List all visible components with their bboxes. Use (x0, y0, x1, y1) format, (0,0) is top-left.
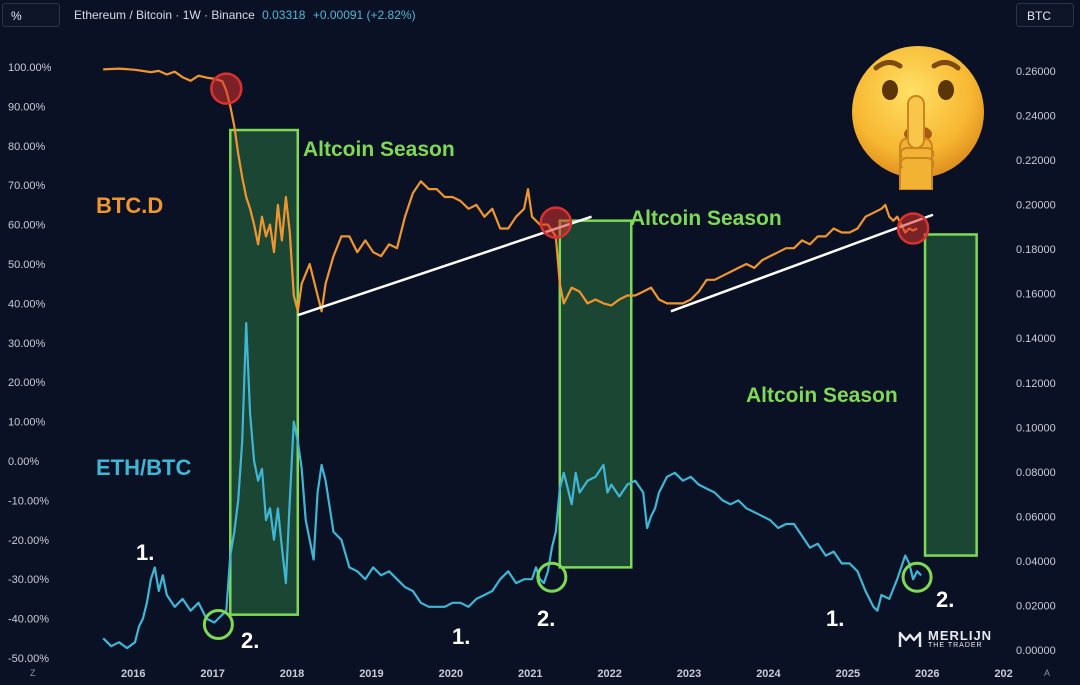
altcoin-season-label-2: Altcoin Season (630, 207, 782, 230)
x-axis-tick-label: 2016 (121, 668, 145, 680)
right-axis-tick-label: 0.18000 (1016, 244, 1056, 256)
right-axis-tick-label: 0.26000 (1016, 66, 1056, 78)
brand-logo: MERLIJN THE TRADER (898, 629, 992, 650)
left-axis-tick-label: 20.00% (8, 377, 46, 389)
marker-label-1: 1. (136, 540, 155, 565)
ethbtc-label: ETH/BTC (96, 455, 192, 480)
x-axis-tick-label: 2021 (518, 668, 542, 680)
left-axis-tick-label: 10.00% (8, 417, 46, 429)
ethbtc-line (102, 322, 922, 650)
right-axis-tick-label: 0.10000 (1016, 422, 1056, 434)
left-axis-tick-label: -30.00% (8, 574, 49, 586)
x-axis-tick-label: 2023 (677, 668, 701, 680)
right-axis-tick-label: 0.14000 (1016, 333, 1056, 345)
altcoin-season-box (923, 233, 978, 557)
right-axis-tick-label: 0.02000 (1016, 600, 1056, 612)
left-axis-tick-label: 30.00% (8, 338, 46, 350)
x-axis-tick-label: 2025 (836, 668, 860, 680)
altcoin-season-label-1: Altcoin Season (303, 138, 455, 161)
x-axis-tick-label: 2020 (439, 668, 463, 680)
auto-scale-left-button[interactable]: Z (30, 668, 36, 678)
marker-label-5: 1. (826, 606, 845, 631)
left-axis-tick-label: -10.00% (8, 495, 49, 507)
x-axis-tick-label: 202 (994, 668, 1012, 680)
btcd-label: BTC.D (96, 193, 164, 218)
right-axis-tick-label: 0.22000 (1016, 155, 1056, 167)
brand-name: MERLIJN (928, 628, 993, 643)
right-axis-tick-label: 0.08000 (1016, 467, 1056, 479)
right-axis-tick-label: 0.24000 (1016, 111, 1056, 123)
currency-button[interactable]: BTC (1016, 3, 1074, 27)
marker-label-2: 2. (241, 628, 260, 653)
symbol-title: Ethereum / Bitcoin · 1W · Binance (74, 8, 255, 22)
left-axis-tick-label: 60.00% (8, 220, 46, 232)
left-axis-tick-label: 50.00% (8, 259, 46, 271)
brand-tagline: THE TRADER (928, 642, 983, 649)
altcoin-season-box (558, 219, 633, 569)
left-axis-tick-label: 40.00% (8, 298, 46, 310)
x-axis-tick-label: 2024 (756, 668, 781, 680)
marker-label-4: 2. (537, 606, 556, 631)
auto-scale-right-button[interactable]: A (1044, 668, 1051, 678)
left-axis-tick-label: 70.00% (8, 180, 46, 192)
x-axis-tick-label: 2022 (597, 668, 621, 680)
x-axis-tick-label: 2017 (200, 668, 224, 680)
left-axis-tick-label: 100.00% (8, 62, 52, 74)
percent-scale-button[interactable]: % (2, 3, 60, 27)
brand-text: MERLIJN THE TRADER (928, 629, 992, 650)
red-marker-circle (896, 212, 930, 245)
price-change: +0.00091 (+2.82%) (312, 8, 416, 22)
marker-label-3: 1. (452, 624, 471, 649)
btcd-line (103, 67, 918, 313)
last-price: 0.03318 (262, 8, 306, 22)
marker-label-6: 2. (936, 587, 955, 612)
left-axis-tick-label: -40.00% (8, 614, 49, 626)
right-axis-tick-label: 0.16000 (1016, 289, 1056, 301)
x-axis-tick-label: 2019 (359, 668, 383, 680)
right-axis-tick-label: 0.04000 (1016, 556, 1056, 568)
left-axis-tick-label: -50.00% (8, 653, 49, 665)
right-axis-tick-label: 0.06000 (1016, 511, 1056, 523)
green-marker-circle (536, 561, 568, 593)
right-axis-tick-label: 0.00000 (1016, 645, 1056, 657)
right-axis-tick-label: 0.12000 (1016, 378, 1056, 390)
green-marker-circle (202, 609, 234, 641)
trendline (670, 213, 934, 313)
trendline (297, 215, 592, 317)
altcoin-season-label-3: Altcoin Season (746, 384, 898, 407)
left-axis-tick-label: -20.00% (8, 535, 49, 547)
left-axis-tick-label: 80.00% (8, 141, 46, 153)
green-marker-circle (901, 561, 933, 593)
x-axis-tick-label: 2026 (915, 668, 939, 680)
red-marker-circle (210, 72, 243, 105)
x-axis-tick-label: 2018 (280, 668, 304, 680)
left-axis-tick-label: 0.00% (8, 456, 39, 468)
shushing-face-icon (852, 46, 984, 190)
symbol-header: Ethereum / Bitcoin · 1W · Binance 0.0331… (74, 8, 416, 22)
left-axis-tick-label: 90.00% (8, 101, 46, 113)
right-axis-tick-label: 0.20000 (1016, 200, 1056, 212)
merlijn-logo-icon (898, 631, 922, 647)
red-marker-circle (539, 206, 573, 239)
